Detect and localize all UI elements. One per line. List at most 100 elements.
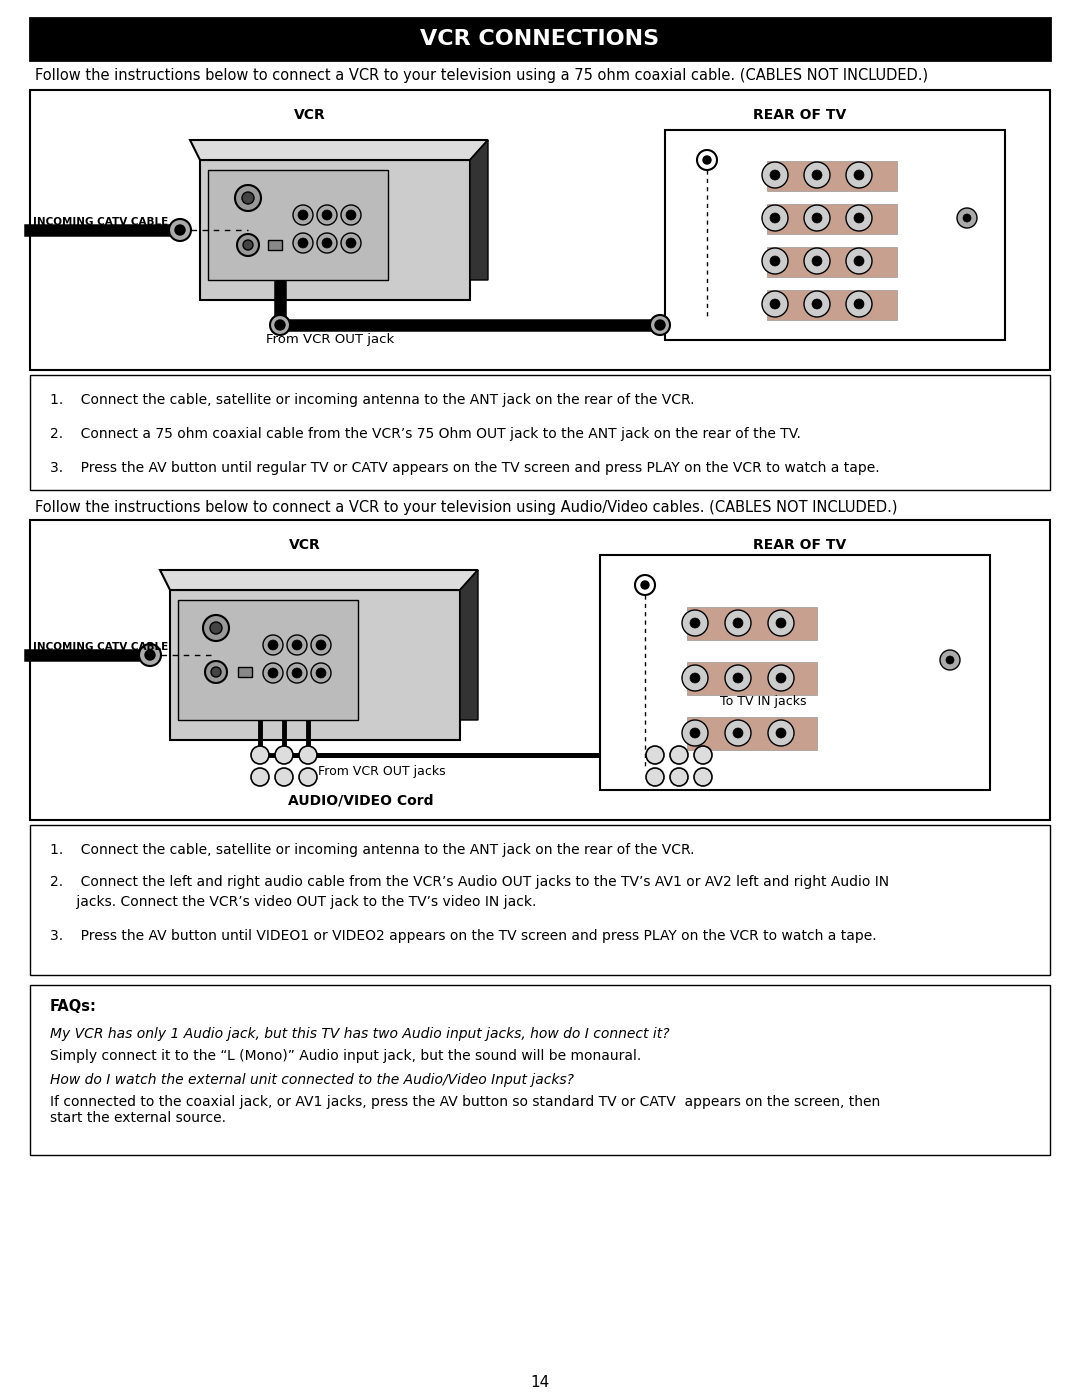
Circle shape [725,610,751,636]
Circle shape [311,636,330,655]
Text: 2.    Connect a 75 ohm coaxial cable from the VCR’s 75 Ohm OUT jack to the ANT j: 2. Connect a 75 ohm coaxial cable from t… [50,427,801,441]
Circle shape [318,205,337,225]
Circle shape [777,728,786,738]
Circle shape [690,617,700,629]
Bar [30,374,1050,490]
Circle shape [211,666,221,678]
Circle shape [770,212,780,224]
Circle shape [287,636,307,655]
Circle shape [812,170,822,180]
Circle shape [681,719,708,746]
Text: 14: 14 [530,1375,550,1390]
Bar [170,590,460,740]
Circle shape [235,184,261,211]
Circle shape [293,233,313,253]
Circle shape [854,256,864,265]
Circle shape [316,640,326,650]
Circle shape [804,291,831,317]
Circle shape [322,237,332,249]
Circle shape [341,205,361,225]
Circle shape [812,212,822,224]
Circle shape [854,212,864,224]
Circle shape [694,746,712,764]
Circle shape [768,719,794,746]
Circle shape [697,149,717,170]
Text: 3.    Press the AV button until regular TV or CATV appears on the TV screen and : 3. Press the AV button until regular TV … [50,461,879,475]
Circle shape [777,617,786,629]
Bar [268,240,282,250]
Circle shape [846,249,872,274]
Circle shape [670,768,688,787]
Circle shape [270,314,291,335]
Text: To TV IN jacks: To TV IN jacks [720,694,807,708]
Text: How do I watch the external unit connected to the Audio/Video Input jacks?: How do I watch the external unit connect… [50,1073,573,1087]
Text: REAR OF TV: REAR OF TV [754,108,847,122]
Bar [665,130,1005,339]
Circle shape [854,170,864,180]
Bar [30,520,1050,820]
Circle shape [854,299,864,309]
Circle shape [846,162,872,189]
Circle shape [646,746,664,764]
Circle shape [318,233,337,253]
Bar [208,170,388,279]
Circle shape [168,219,191,242]
Circle shape [804,162,831,189]
Circle shape [642,581,649,590]
Circle shape [762,291,788,317]
Circle shape [694,768,712,787]
Circle shape [346,237,356,249]
Circle shape [681,610,708,636]
Circle shape [264,664,283,683]
Bar [178,599,357,719]
Circle shape [275,768,293,787]
Text: FAQs:: FAQs: [50,999,97,1014]
Circle shape [770,170,780,180]
Text: From VCR OUT jacks: From VCR OUT jacks [318,766,446,778]
Bar [687,662,816,694]
Bar [200,161,470,300]
Circle shape [243,240,253,250]
Text: AUDIO/VIDEO Cord: AUDIO/VIDEO Cord [288,793,433,807]
Circle shape [725,719,751,746]
Circle shape [812,299,822,309]
Circle shape [316,668,326,678]
Circle shape [963,214,971,222]
Bar [30,18,1050,60]
Circle shape [690,673,700,683]
Text: REAR OF TV: REAR OF TV [754,538,847,552]
Circle shape [725,665,751,692]
Bar [767,247,897,277]
Circle shape [292,640,302,650]
Text: From VCR OUT jack: From VCR OUT jack [266,332,394,346]
Circle shape [768,610,794,636]
Circle shape [804,205,831,231]
Circle shape [145,650,156,659]
Bar [238,666,252,678]
Circle shape [251,746,269,764]
Circle shape [203,615,229,641]
Circle shape [341,233,361,253]
Bar [687,717,816,750]
Circle shape [264,636,283,655]
Circle shape [804,249,831,274]
Text: INCOMING CATV CABLE: INCOMING CATV CABLE [33,217,168,226]
Text: My VCR has only 1 Audio jack, but this TV has two Audio input jacks, how do I co: My VCR has only 1 Audio jack, but this T… [50,1027,670,1041]
Circle shape [733,728,743,738]
Text: Simply connect it to the “L (Mono)” Audio input jack, but the sound will be mona: Simply connect it to the “L (Mono)” Audi… [50,1049,642,1063]
Bar [30,89,1050,370]
Polygon shape [460,570,478,719]
Text: INCOMING CATV CABLE: INCOMING CATV CABLE [33,643,168,652]
Text: VCR CONNECTIONS: VCR CONNECTIONS [420,29,660,49]
Circle shape [268,640,278,650]
Circle shape [733,673,743,683]
Bar [767,291,897,320]
Circle shape [322,210,332,219]
Polygon shape [190,140,488,161]
Circle shape [690,728,700,738]
Circle shape [681,665,708,692]
Circle shape [635,576,654,595]
Circle shape [251,768,269,787]
Circle shape [311,664,330,683]
Bar [767,204,897,235]
